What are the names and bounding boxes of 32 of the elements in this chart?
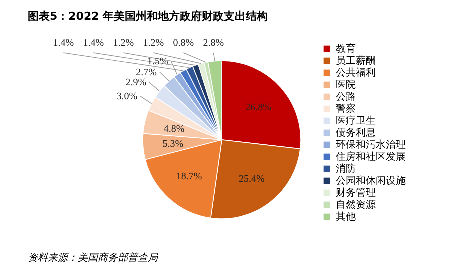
- data-label: 1.4%: [83, 38, 104, 49]
- legend-label: 公共福利: [336, 67, 376, 79]
- data-label: 1.2%: [143, 38, 164, 49]
- legend-label: 自然资源: [336, 199, 376, 211]
- data-label: 0.8%: [173, 38, 194, 49]
- data-label: 1.5%: [147, 56, 168, 68]
- legend-label: 警察: [336, 103, 356, 115]
- legend-label: 环保和污水治理: [336, 139, 406, 151]
- data-label: 2.8%: [203, 38, 224, 49]
- data-label: 4.8%: [164, 124, 185, 135]
- data-label: 2.7%: [136, 67, 157, 78]
- data-label: 26.8%: [246, 102, 272, 114]
- legend-label: 债务利息: [336, 127, 376, 139]
- data-label: 2.9%: [126, 78, 147, 89]
- legend-label: 员工薪酬: [336, 55, 376, 67]
- data-label: 3.0%: [116, 91, 138, 102]
- legend-label: 医院: [336, 79, 356, 91]
- data-label: 1.4%: [53, 38, 74, 49]
- legend-label: 公路: [336, 91, 356, 103]
- data-label: 5.3%: [162, 139, 184, 150]
- legend-label: 教育: [336, 43, 356, 55]
- legend-label: 其他: [336, 211, 356, 223]
- text: 资料来源：美国商务部普查局: [28, 252, 159, 264]
- legend-label: 财务管理: [336, 187, 376, 199]
- legend-label: 公园和休闲设施: [336, 175, 406, 187]
- data-label: 25.4%: [239, 174, 265, 185]
- legend-label: 医疗卫生: [336, 115, 376, 127]
- data-label: 1.2%: [113, 38, 134, 49]
- legend-label: 住房和社区发展: [336, 151, 406, 163]
- legend-label: 消防: [336, 163, 356, 175]
- data-label: 18.7%: [176, 172, 202, 183]
- chart-title: 图表5：2022 年美国州和地方政府财政支出结构: [28, 10, 268, 23]
